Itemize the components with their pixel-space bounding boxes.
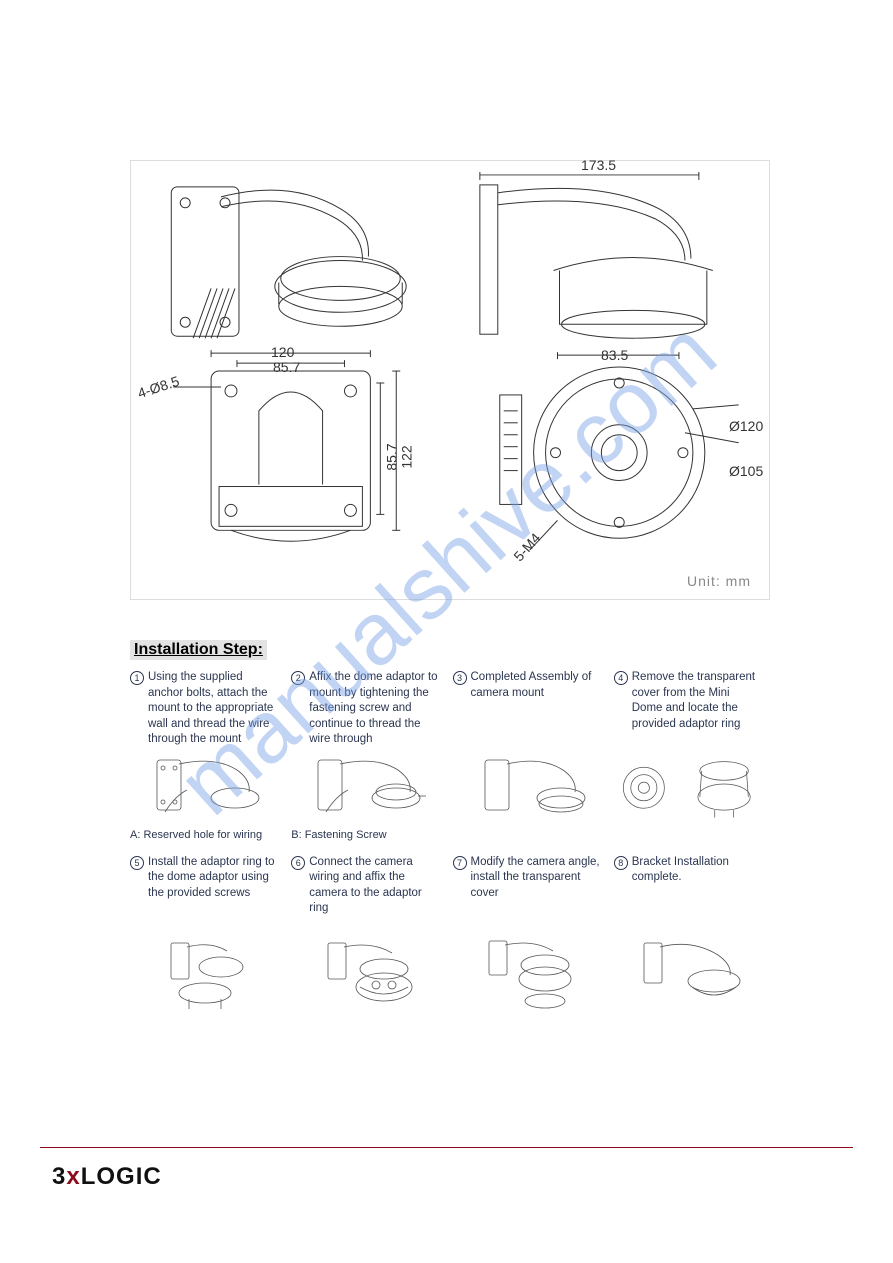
dim-d105: Ø105 — [729, 463, 763, 479]
step-num: 8 — [614, 856, 628, 870]
logo-part-1: 3 — [52, 1163, 66, 1190]
step-img — [130, 754, 279, 820]
step-num: 7 — [453, 856, 467, 870]
unit-label: Unit: mm — [687, 573, 751, 589]
logo-part-2: LOGIC — [81, 1163, 162, 1190]
step-text: 5 Install the adaptor ring to the dome ad… — [130, 855, 279, 933]
step-img — [453, 939, 602, 1011]
brand-logo: 3xLOGIC — [52, 1163, 162, 1191]
installation-section: Installation Step: 1 Using the supplied a… — [130, 640, 763, 1011]
dim-122: 122 — [399, 445, 415, 468]
step-body: Connect the camera wiring and affix the … — [309, 855, 440, 933]
step-text: 1 Using the supplied anchor bolts, attach… — [130, 670, 279, 748]
technical-drawing: 173.5 120 85.7 85.7 122 4-Ø8.5 83.5 Ø120… — [130, 160, 770, 600]
step-body: Affix the dome adaptor to mount by tight… — [309, 670, 440, 748]
footer-rule — [40, 1147, 853, 1149]
dim-173-5: 173.5 — [581, 157, 616, 173]
step-caption: A: Reserved hole for wiring — [130, 828, 279, 843]
step-img — [130, 939, 279, 1011]
logo-part-x: x — [66, 1163, 80, 1190]
step-body: Remove the transparent cover from the Mi… — [632, 670, 763, 748]
page-content: 173.5 120 85.7 85.7 122 4-Ø8.5 83.5 Ø120… — [0, 0, 893, 1011]
step-body: Modify the camera angle, install the tra… — [471, 855, 602, 933]
tech-drawing-svg — [131, 161, 769, 599]
step-text: 3 Completed Assembly of camera mount — [453, 670, 602, 748]
step-caption — [453, 828, 602, 843]
dim-d120: Ø120 — [729, 418, 763, 434]
step-num: 6 — [291, 856, 305, 870]
step-text: 2 Affix the dome adaptor to mount by tigh… — [291, 670, 440, 748]
dim-85-7w: 85.7 — [273, 359, 300, 375]
step-img — [453, 754, 602, 820]
step-text: 7 Modify the camera angle, install the tr… — [453, 855, 602, 933]
step-caption: B: Fastening Screw — [291, 828, 440, 843]
step-body: Using the supplied anchor bolts, attach … — [148, 670, 279, 748]
steps-grid: 1 Using the supplied anchor bolts, attach… — [130, 670, 763, 1011]
dim-83-5: 83.5 — [601, 347, 628, 363]
dim-85-7h: 85.7 — [384, 443, 400, 470]
step-num: 4 — [614, 671, 628, 685]
step-caption — [614, 828, 763, 843]
step-num: 2 — [291, 671, 305, 685]
step-text: 8 Bracket Installation complete. — [614, 855, 763, 933]
installation-title: Installation Step: — [130, 640, 267, 660]
step-body: Install the adaptor ring to the dome ada… — [148, 855, 279, 933]
step-img — [291, 939, 440, 1011]
dim-120: 120 — [271, 344, 294, 360]
step-text: 6 Connect the camera wiring and affix the… — [291, 855, 440, 933]
step-num: 1 — [130, 671, 144, 685]
step-num: 3 — [453, 671, 467, 685]
step-body: Completed Assembly of camera mount — [471, 670, 602, 748]
step-body: Bracket Installation complete. — [632, 855, 763, 933]
step-img — [291, 754, 440, 820]
step-num: 5 — [130, 856, 144, 870]
step-text: 4 Remove the transparent cover from the M… — [614, 670, 763, 748]
step-img — [614, 754, 763, 820]
step-img — [614, 939, 763, 1011]
